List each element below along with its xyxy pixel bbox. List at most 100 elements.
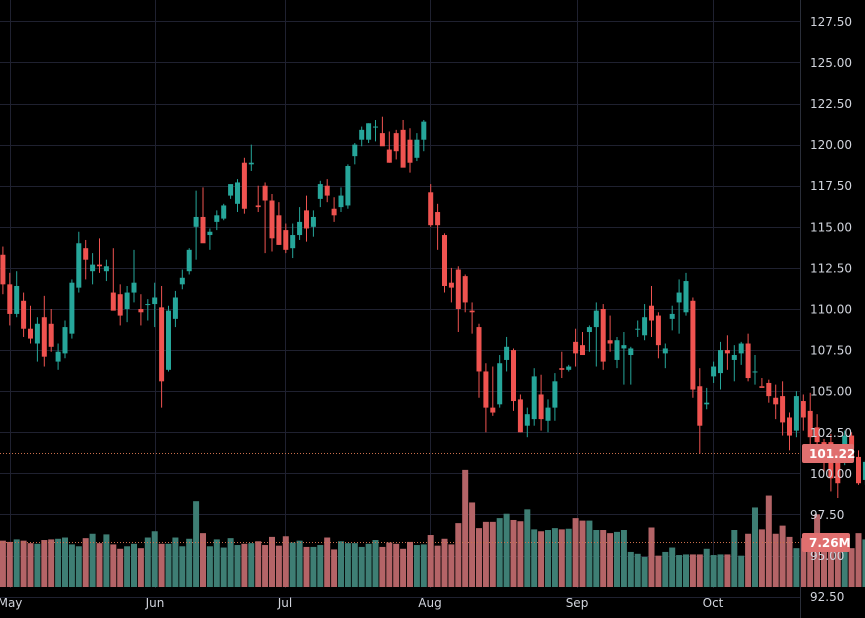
candle: [690, 297, 696, 398]
volume-bar: [131, 543, 137, 587]
time-axis[interactable]: May Jun Jul Aug Sep Oct: [0, 596, 724, 610]
candle: [524, 407, 530, 438]
month-label: May: [0, 596, 22, 610]
candle: [773, 384, 779, 420]
candle-body: [711, 366, 717, 377]
candle-body: [669, 313, 675, 319]
price-tick-label: 120.00: [810, 138, 852, 152]
candle: [511, 348, 516, 411]
candle-body: [642, 317, 648, 336]
volume-bar: [655, 555, 662, 587]
candle: [97, 238, 102, 273]
candle: [711, 361, 717, 383]
volume-bar: [524, 509, 531, 587]
volume-bar: [614, 531, 620, 587]
candle-body: [462, 276, 468, 303]
candle-body: [235, 182, 240, 204]
candle: [90, 253, 96, 285]
candle-body: [324, 185, 330, 196]
volume-bar: [358, 546, 365, 587]
volume-bar: [669, 547, 676, 587]
candle-body: [531, 376, 537, 420]
candle: [483, 363, 489, 433]
candle-body: [607, 340, 613, 344]
candle-body: [538, 394, 544, 420]
candle-body: [814, 427, 820, 443]
candle-body: [628, 348, 634, 356]
volume-bar: [324, 537, 331, 587]
candle-body: [345, 166, 351, 206]
candle: [862, 460, 865, 485]
candle-body: [124, 292, 130, 309]
candle: [131, 249, 137, 303]
candle-body: [766, 382, 772, 397]
candle: [304, 195, 309, 242]
volume-bar: [420, 544, 427, 587]
candle-body: [21, 300, 27, 329]
month-label: Sep: [566, 596, 589, 610]
candle-body: [172, 297, 178, 319]
candle: [186, 248, 192, 275]
volume-bar: [558, 529, 565, 587]
candle-body: [600, 309, 606, 362]
candle: [683, 272, 689, 316]
volume-bar: [27, 543, 34, 587]
candle: [221, 203, 227, 221]
candle-body: [690, 300, 696, 390]
candle-body: [76, 243, 82, 288]
price-axis[interactable]: 92.50 95.00 97.50 100.00 102.50 105.00 107.50 1…: [810, 15, 852, 604]
volume-bar: [572, 518, 579, 587]
volume-bar: [551, 528, 558, 587]
candle: [297, 207, 303, 240]
candle-body: [697, 386, 703, 426]
candle-body: [559, 368, 565, 370]
price-tick-label: 125.00: [810, 56, 852, 70]
price-tick-label: 122.50: [810, 97, 852, 111]
volume-bar: [855, 533, 862, 587]
volume-bar: [75, 546, 82, 587]
candle-body: [179, 277, 185, 285]
volume-bar: [262, 545, 269, 587]
candle: [379, 116, 385, 147]
candle: [600, 304, 606, 370]
candle-body: [262, 185, 268, 201]
candle-body: [255, 205, 261, 208]
candle-body: [593, 310, 599, 328]
candle-body: [573, 341, 579, 354]
volume-bar: [696, 554, 703, 587]
candle-body: [248, 162, 254, 165]
volume-bar: [807, 533, 814, 587]
volume-bar: [793, 548, 800, 587]
candle: [400, 119, 406, 168]
candle: [745, 333, 751, 382]
candle-body: [28, 328, 33, 339]
volume-bar: [96, 543, 103, 587]
candle-body: [200, 216, 206, 244]
volume-bar: [296, 540, 303, 587]
candle-body: [110, 292, 116, 311]
candle-body: [718, 350, 723, 374]
candle-body: [55, 351, 61, 362]
candle-body: [152, 297, 158, 305]
candle: [152, 282, 158, 328]
candle: [697, 368, 703, 454]
price-tick-label: 110.00: [810, 303, 852, 317]
volume-bar: [179, 546, 186, 587]
candle: [255, 185, 261, 213]
candle-body: [0, 254, 6, 285]
volume-bar: [758, 529, 765, 587]
candle-body: [414, 139, 420, 158]
volume-bar: [476, 528, 482, 587]
candle: [317, 180, 323, 208]
candle: [752, 355, 758, 385]
candle: [55, 343, 61, 370]
candle: [517, 394, 523, 433]
candle: [179, 269, 185, 290]
candle: [117, 284, 123, 326]
candle-body: [635, 328, 641, 330]
candle-body: [807, 410, 813, 438]
candle-body: [331, 208, 337, 216]
candle: [628, 346, 634, 385]
month-label: Aug: [418, 596, 441, 610]
